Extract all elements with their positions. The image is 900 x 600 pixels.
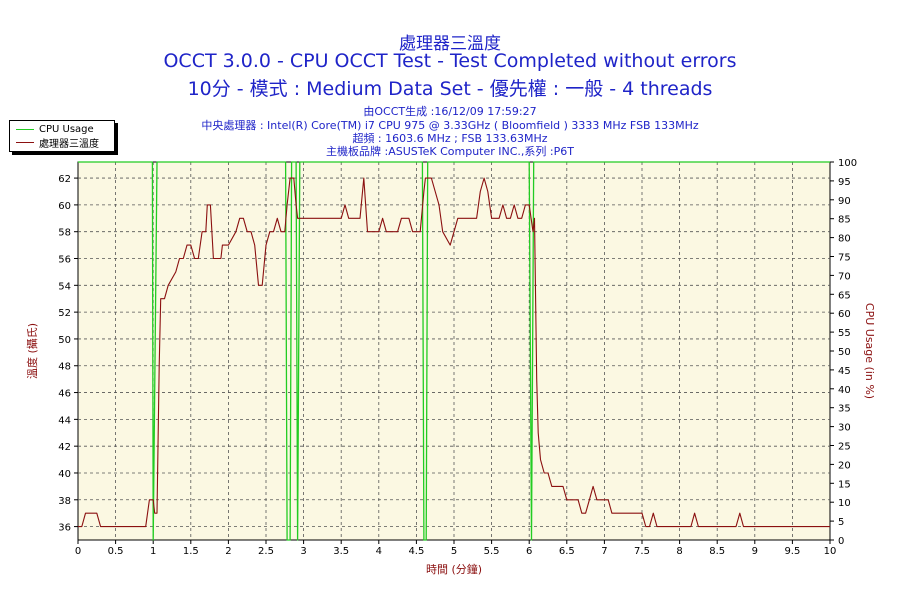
info-line-motherboard: 主機板品牌 :ASUSTeK Computer INC.,系列 :P6T [326,145,574,158]
chart-title: 處理器三溫度 [399,34,501,54]
x-tick-label: 1.5 [183,546,199,557]
y-left-tick-label: 62 [58,174,71,185]
x-tick-label: 8 [676,546,682,557]
y-right-tick-label: 85 [838,215,851,226]
x-tick-label: 1 [150,546,156,557]
y-left-tick-label: 60 [58,201,71,212]
y-right-tick-label: 75 [838,253,851,264]
x-tick-label: 3.5 [333,546,349,557]
y-left-tick-label: 50 [58,335,71,346]
x-tick-label: 2 [225,546,231,557]
y-right-tick-label: 50 [838,347,851,358]
axis-ticks: 0 0.5 1 1.5 2 2.5 3 3.5 4 4.5 5 5.5 6 6.5 7 7.5 8 8.5 9 9.5… [58,158,857,557]
y-right-tick-label: 70 [838,271,851,282]
y-right-tick-label: 5 [838,517,844,528]
legend-swatch-cpu-usage [16,129,34,130]
y-left-tick-label: 56 [58,255,71,266]
chart-legend: CPU Usage 處理器三溫度 [9,120,115,152]
legend-item-cpu-usage: CPU Usage [16,123,94,136]
x-tick-label: 7 [601,546,607,557]
x-tick-label: 2.5 [258,546,274,557]
y-left-tick-label: 44 [58,415,71,426]
series-lines [78,161,830,541]
chart-subtitle-1: OCCT 3.0.0 - CPU OCCT Test - Test Comple… [163,50,737,72]
y-axis-right-label: CPU Usage (in %) [863,303,876,399]
info-line-generated: 由OCCT生成 :16/12/09 17:59:27 [363,105,537,118]
y-right-tick-label: 30 [838,423,851,434]
y-left-tick-label: 46 [58,389,71,400]
cpu-usage-line [78,161,830,541]
y-right-tick-label: 60 [838,309,851,320]
legend-label-cpu-usage: CPU Usage [39,124,94,135]
legend-swatch-temperature [16,142,34,143]
y-right-tick-label: 40 [838,385,851,396]
y-left-tick-label: 58 [58,228,71,239]
y-right-tick-label: 55 [838,328,851,339]
x-tick-label: 7.5 [634,546,650,557]
y-left-tick-label: 42 [58,442,71,453]
y-right-tick-label: 35 [838,404,851,415]
x-tick-label: 0.5 [108,546,124,557]
x-tick-label: 9.5 [784,546,800,557]
y-left-tick-label: 48 [58,362,71,373]
y-left-tick-label: 36 [58,523,71,534]
x-tick-label: 5 [451,546,457,557]
y-right-tick-label: 100 [838,158,857,169]
y-right-tick-label: 45 [838,366,851,377]
x-axis-label: 時間 (分鐘) [426,562,482,576]
x-tick-label: 4.5 [408,546,424,557]
x-tick-label: 5.5 [484,546,500,557]
info-line-overclock: 超頻 : 1603.6 MHz ; FSB 133.63MHz [352,132,548,145]
x-tick-label: 9 [752,546,758,557]
y-left-tick-label: 52 [58,308,71,319]
y-left-tick-label: 38 [58,496,71,507]
x-tick-label: 10 [824,546,837,557]
x-tick-label: 0 [75,546,81,557]
y-right-tick-label: 10 [838,498,851,509]
legend-label-temperature: 處理器三溫度 [39,139,99,150]
x-tick-label: 6 [526,546,532,557]
y-right-tick-label: 80 [838,234,851,245]
legend-item-temperature: 處理器三溫度 [16,136,99,150]
x-tick-label: 4 [376,546,382,557]
y-right-tick-label: 25 [838,442,851,453]
x-tick-label: 8.5 [709,546,725,557]
y-right-tick-label: 65 [838,290,851,301]
y-left-tick-label: 40 [58,469,71,480]
x-tick-label: 3 [300,546,306,557]
info-line-cpu: 中央處理器 : Intel(R) Core(TM) i7 CPU 975 @ 3… [201,119,699,132]
x-tick-label: 6.5 [559,546,575,557]
y-right-tick-label: 0 [838,536,844,547]
y-axis-left-label: 溫度 (攝氏) [25,323,39,379]
y-right-tick-label: 90 [838,196,851,207]
y-right-tick-label: 95 [838,177,851,188]
y-left-tick-label: 54 [58,281,71,292]
temperature-line [78,177,830,528]
y-right-tick-label: 15 [838,479,851,490]
chart-subtitle-2: 10分 - 模式 : Medium Data Set - 優先權 : 一般 - … [187,78,713,100]
y-right-tick-label: 20 [838,460,851,471]
